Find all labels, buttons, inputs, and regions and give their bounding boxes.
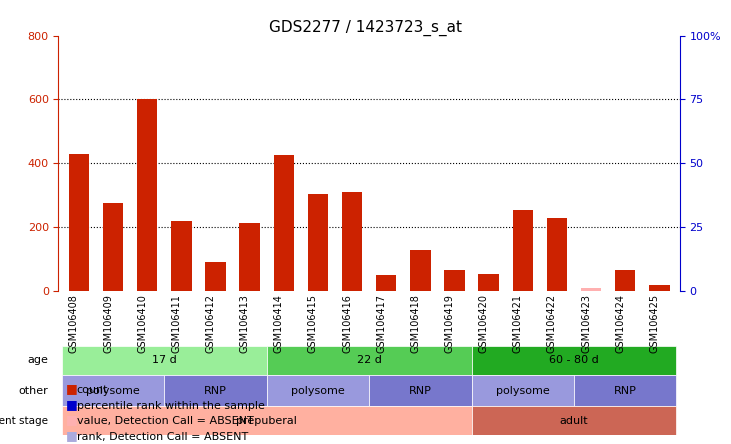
Bar	[267, 346, 471, 375]
Bar	[512, 210, 533, 291]
Bar	[478, 274, 499, 291]
Text: GSM106412: GSM106412	[205, 294, 216, 353]
Bar	[574, 375, 676, 406]
Text: GSM106409: GSM106409	[103, 294, 113, 353]
Text: GSM106420: GSM106420	[479, 294, 488, 353]
Text: prepuberal: prepuberal	[236, 416, 298, 426]
Text: 17 d: 17 d	[152, 355, 177, 365]
Bar	[410, 250, 431, 291]
Text: GSM106423: GSM106423	[581, 294, 591, 353]
Bar	[62, 375, 164, 406]
Text: rank, Detection Call = ABSENT: rank, Detection Call = ABSENT	[77, 432, 248, 442]
Bar	[69, 154, 89, 291]
Bar	[103, 203, 124, 291]
Text: GSM106415: GSM106415	[308, 294, 318, 353]
Bar	[471, 346, 676, 375]
Text: percentile rank within the sample: percentile rank within the sample	[77, 400, 265, 411]
Text: ■: ■	[66, 413, 77, 426]
Bar	[342, 192, 363, 291]
Bar	[205, 262, 226, 291]
Text: GSM106413: GSM106413	[240, 294, 250, 353]
Bar	[137, 99, 157, 291]
Text: development stage: development stage	[0, 416, 48, 426]
Bar	[444, 270, 465, 291]
Text: other: other	[18, 385, 48, 396]
Text: GSM106410: GSM106410	[137, 294, 147, 353]
Bar	[62, 346, 267, 375]
Text: RNP: RNP	[204, 385, 227, 396]
Text: GSM106414: GSM106414	[274, 294, 284, 353]
Text: polysome: polysome	[86, 385, 140, 396]
Text: value, Detection Call = ABSENT: value, Detection Call = ABSENT	[77, 416, 254, 426]
Text: age: age	[27, 355, 48, 365]
Bar	[369, 375, 471, 406]
Text: ■: ■	[66, 398, 77, 411]
Bar	[471, 406, 676, 435]
Text: RNP: RNP	[409, 385, 432, 396]
Text: GSM106422: GSM106422	[547, 294, 557, 353]
Text: GSM106419: GSM106419	[444, 294, 455, 353]
Bar	[267, 375, 369, 406]
Text: GSM106424: GSM106424	[616, 294, 625, 353]
Text: RNP: RNP	[614, 385, 637, 396]
Bar	[62, 406, 471, 435]
Text: ■: ■	[66, 429, 77, 442]
Bar	[547, 218, 567, 291]
Bar	[471, 375, 574, 406]
Bar	[308, 194, 328, 291]
Bar	[376, 275, 396, 291]
Text: 22 d: 22 d	[357, 355, 382, 365]
Bar	[581, 288, 602, 291]
Bar	[273, 155, 294, 291]
Text: count: count	[77, 385, 108, 395]
Text: GSM106408: GSM106408	[69, 294, 79, 353]
Text: GSM106418: GSM106418	[410, 294, 420, 353]
Text: GDS2277 / 1423723_s_at: GDS2277 / 1423723_s_at	[269, 20, 462, 36]
Text: ■: ■	[66, 382, 77, 395]
Bar	[615, 270, 635, 291]
Bar	[649, 285, 670, 291]
Bar	[240, 222, 260, 291]
Text: GSM106425: GSM106425	[649, 294, 659, 353]
Text: GSM106421: GSM106421	[512, 294, 523, 353]
Text: GSM106417: GSM106417	[376, 294, 386, 353]
Text: GSM106416: GSM106416	[342, 294, 352, 353]
Text: polysome: polysome	[496, 385, 550, 396]
Text: GSM106411: GSM106411	[171, 294, 181, 353]
Text: adult: adult	[560, 416, 588, 426]
Text: 60 - 80 d: 60 - 80 d	[549, 355, 599, 365]
Bar	[164, 375, 267, 406]
Text: polysome: polysome	[291, 385, 345, 396]
Bar	[171, 221, 192, 291]
